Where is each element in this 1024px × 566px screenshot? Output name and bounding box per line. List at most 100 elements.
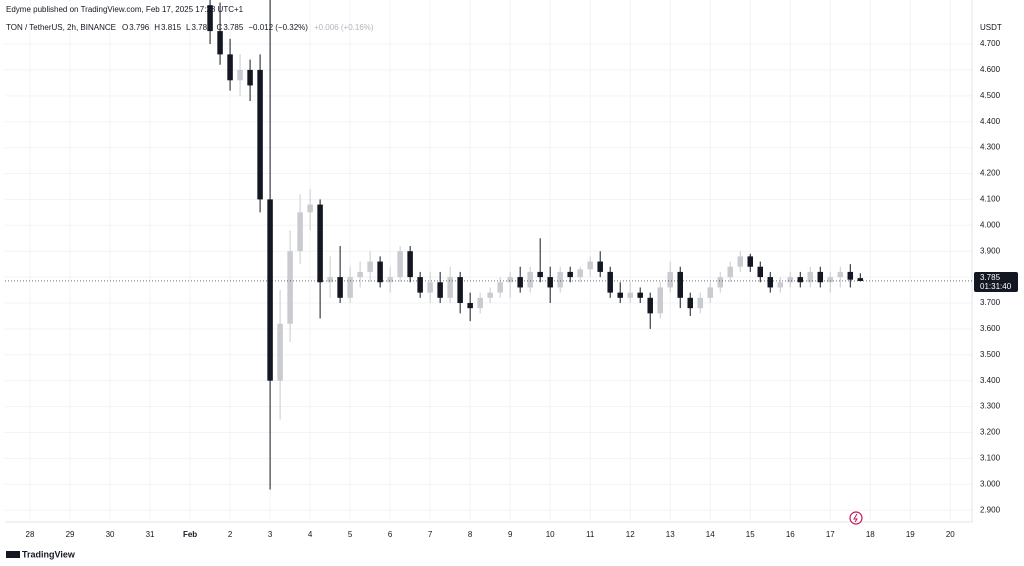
x-tick-label: 10 — [546, 530, 555, 539]
ohlc-value: 3.815 — [161, 23, 182, 32]
x-tick-label: 28 — [26, 530, 35, 539]
x-tick-label: 6 — [388, 530, 393, 539]
ohlc-key: L — [186, 23, 191, 32]
ohlc-key: H — [154, 23, 160, 32]
y-tick-label: 3.200 — [980, 428, 1001, 437]
x-tick-label: Feb — [183, 530, 197, 539]
candle-body — [657, 287, 663, 314]
candle-body — [317, 204, 323, 283]
candle-body — [517, 277, 523, 288]
candle-body — [287, 251, 293, 324]
candle-body — [627, 292, 633, 298]
y-tick-label: 2.900 — [980, 505, 1001, 514]
last-price-box — [974, 271, 1018, 292]
candle-body — [407, 251, 413, 278]
currency: USDT — [980, 23, 1002, 32]
candle-body — [417, 277, 423, 293]
x-tick-label: 2 — [228, 530, 233, 539]
candle-body — [357, 271, 363, 278]
candle-body — [427, 282, 433, 293]
candle-body — [697, 297, 703, 309]
candle-body — [387, 277, 393, 283]
x-tick-label: 30 — [106, 530, 115, 539]
x-tick-label: 29 — [66, 530, 75, 539]
x-tick-label: 7 — [428, 530, 433, 539]
candle-body — [537, 271, 543, 278]
candle-body — [267, 199, 273, 381]
candle-body — [477, 297, 483, 309]
candle-body — [377, 261, 383, 283]
x-tick-label: 18 — [866, 530, 875, 539]
x-tick-label: 4 — [308, 530, 313, 539]
candle-body — [227, 54, 233, 81]
y-tick-label: 4.100 — [980, 195, 1001, 204]
candle-body — [787, 277, 794, 283]
ohlc-key: O — [122, 23, 128, 32]
candle-body — [457, 277, 463, 303]
y-tick-label: 3.100 — [980, 453, 1001, 462]
candle-body — [567, 271, 573, 278]
x-tick-label: 3 — [268, 530, 273, 539]
candle-body — [797, 277, 804, 283]
candle-body — [217, 31, 223, 55]
candle-body — [677, 271, 683, 298]
y-tick-label: 3.900 — [980, 246, 1001, 255]
ohlc-value: 3.796 — [129, 23, 150, 32]
x-tick-label: 15 — [746, 530, 755, 539]
y-tick-label: 3.500 — [980, 350, 1001, 359]
ohlc-value: 3.785 — [223, 23, 244, 32]
candle-body — [247, 69, 253, 86]
candle-body — [437, 282, 443, 298]
candles — [207, 0, 864, 490]
y-tick-label: 3.600 — [980, 324, 1001, 333]
extended-change: +0.006 (+0.16%) — [314, 23, 374, 32]
event-bolt — [853, 513, 858, 523]
countdown: 01:31:40 — [980, 282, 1012, 291]
candle-body — [717, 277, 723, 288]
y-tick-label: 4.600 — [980, 65, 1001, 74]
candle-body — [527, 271, 533, 288]
legend: TON / TetherUS, 2h, BINANCE O 3.796 H 3.815 L… — [6, 23, 374, 32]
candle-body — [347, 277, 353, 298]
candle-body — [327, 277, 333, 283]
candle-body — [637, 292, 643, 298]
ohlc-key: C — [217, 23, 223, 32]
candle-body — [817, 271, 824, 283]
y-tick-label: 3.300 — [980, 402, 1001, 411]
y-tick-label: 4.300 — [980, 143, 1001, 152]
x-tick-label: 19 — [906, 530, 915, 539]
candle-body — [667, 271, 673, 288]
x-tick-label: 17 — [826, 530, 835, 539]
candle-body — [297, 212, 303, 252]
change: −0.012 (−0.32%) — [248, 23, 308, 32]
x-tick-label: 12 — [626, 530, 635, 539]
candle-body — [747, 256, 754, 267]
candle-body — [767, 277, 774, 288]
y-tick-label: 4.400 — [980, 117, 1001, 126]
y-tick-label: 3.000 — [980, 479, 1001, 488]
brand: TradingView — [22, 549, 76, 559]
candle-body — [337, 277, 343, 298]
candle-body — [207, 5, 213, 32]
candle-body — [827, 277, 834, 283]
x-tick-label: 13 — [666, 530, 675, 539]
candle-body — [277, 323, 283, 381]
candle-body — [557, 271, 563, 288]
grid — [5, 0, 972, 520]
x-tick-label: 5 — [348, 530, 353, 539]
candle-body — [397, 251, 403, 278]
x-tick-label: 14 — [706, 530, 715, 539]
candle-body — [607, 271, 613, 293]
candle-body — [237, 69, 243, 81]
candle-body — [617, 292, 623, 298]
y-tick-label: 4.000 — [980, 220, 1001, 229]
x-tick-label: 9 — [508, 530, 513, 539]
candle-body — [857, 278, 864, 281]
candle-body — [687, 297, 693, 309]
candle-body — [507, 277, 513, 283]
candle-body — [547, 277, 553, 288]
candle-body — [757, 266, 764, 278]
